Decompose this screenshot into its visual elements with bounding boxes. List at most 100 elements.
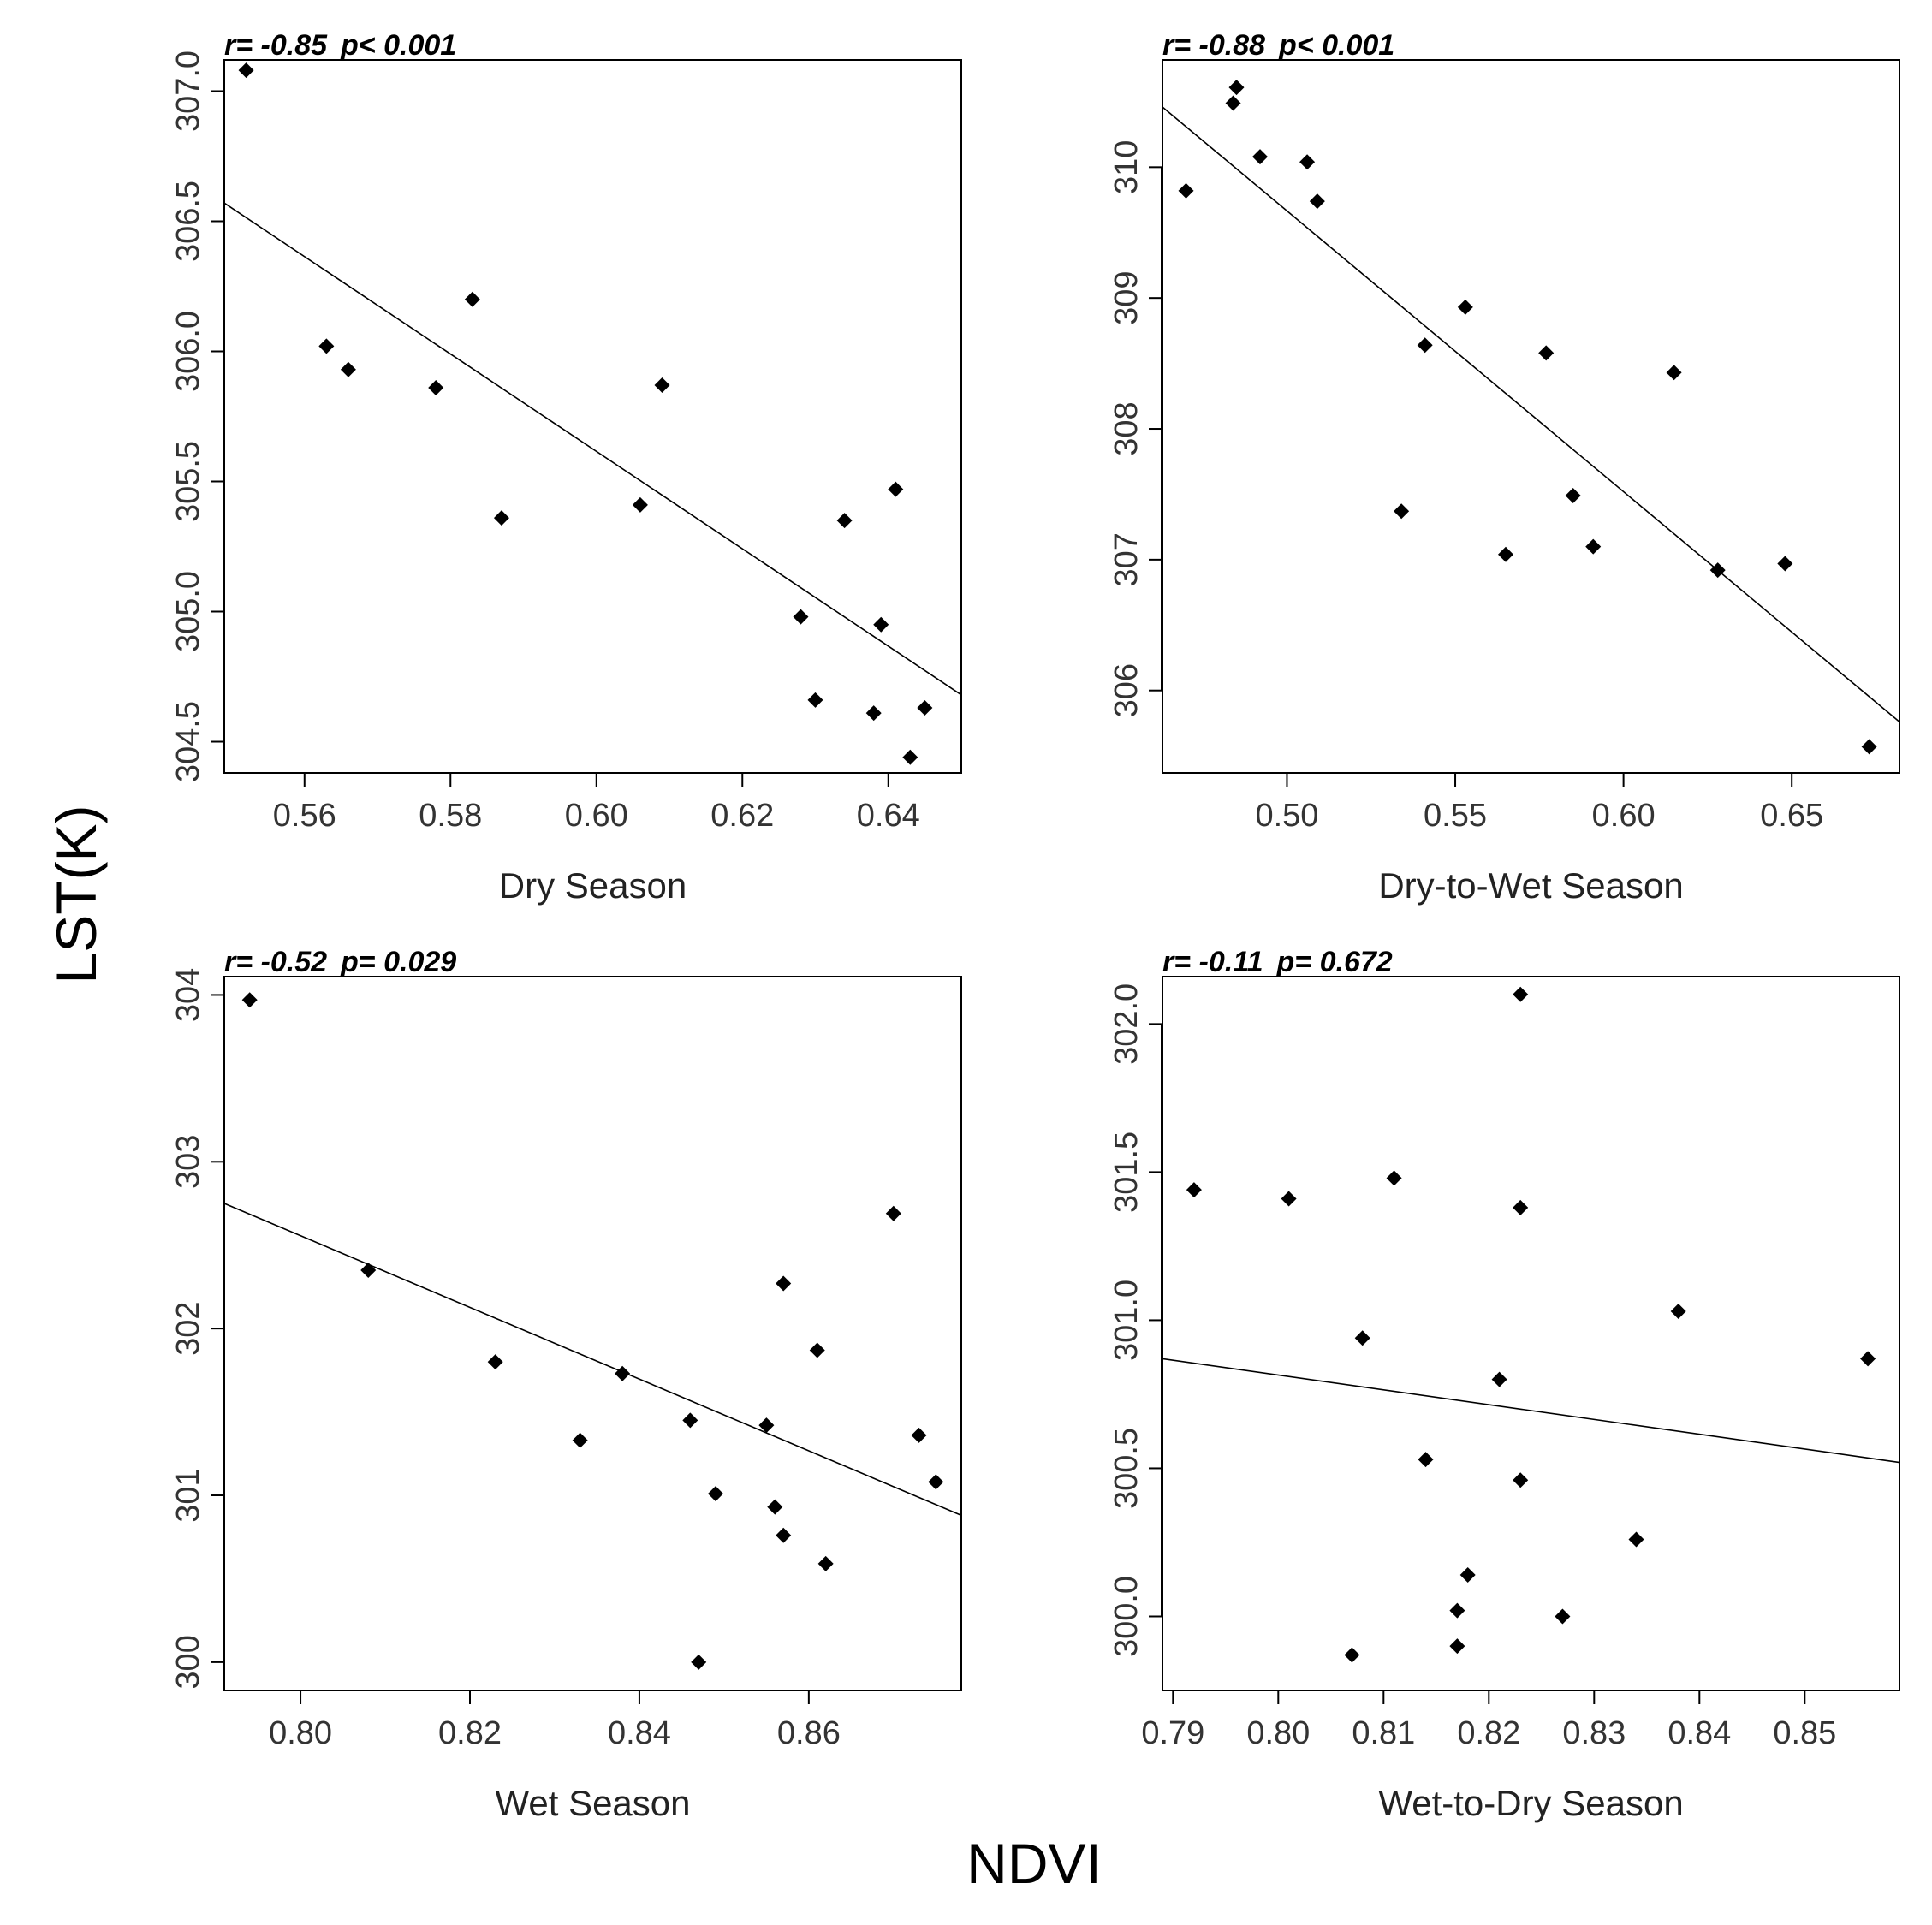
data-point [1459,1567,1476,1583]
data-point [1513,986,1529,1002]
y-tick-label: 307.0 [170,51,206,132]
data-point [1513,1472,1529,1488]
plot-frame [223,976,962,1691]
stat-p: p= 0.672 [1276,946,1393,978]
correlation-stats: r= -0.85 p< 0.001 [224,29,456,62]
y-tick-label: 304 [170,968,206,1022]
data-point [1777,556,1793,572]
regression-line [223,202,962,696]
y-tick-label: 303 [170,1135,206,1189]
y-tick-label: 301 [170,1468,206,1522]
correlation-stats: r= -0.11 p= 0.672 [1162,946,1393,978]
data-point [776,1527,792,1543]
data-point [1513,1199,1529,1215]
data-point [902,749,918,765]
x-tick-label: 0.84 [608,1715,671,1751]
data-point [873,616,889,633]
data-point [1498,546,1514,562]
data-point [1491,1371,1507,1387]
y-tick-label: 300.0 [1109,1576,1144,1657]
data-point [807,692,823,708]
data-point [691,1654,707,1670]
data-point [1394,503,1410,520]
data-point [1418,1452,1434,1468]
x-tick-label: 0.82 [1457,1715,1520,1751]
y-tick-label: 300.5 [1109,1428,1144,1509]
data-point [1449,1638,1465,1655]
regression-line [1162,1358,1900,1464]
x-tick-label: 0.56 [273,798,336,834]
stat-r: r= -0.88 [1162,29,1265,62]
y-tick-label: 306 [1109,663,1144,717]
data-point [836,513,853,529]
stat-r: r= -0.52 [224,946,327,978]
data-point [360,1262,377,1278]
y-tick-label: 301.0 [1109,1280,1144,1361]
y-tick-label: 310 [1109,140,1144,194]
y-tick-label: 304.5 [170,701,206,782]
panel-x-label: Dry-to-Wet Season [1378,865,1683,906]
stat-p: p= 0.029 [340,946,456,978]
data-point [928,1474,944,1490]
data-point [682,1412,698,1429]
data-point [1457,299,1473,315]
plot-frame [1162,976,1900,1691]
x-tick-label: 0.80 [269,1715,332,1751]
data-point [241,992,258,1008]
panel-x-label: Wet Season [495,1783,690,1823]
x-tick-label: 0.62 [710,798,774,834]
stat-r: r= -0.11 [1162,946,1263,978]
stat-r: r= -0.85 [224,29,328,62]
data-point [885,1205,901,1221]
data-point [428,380,444,396]
data-point [1449,1602,1465,1619]
data-point [615,1365,631,1381]
correlation-stats: r= -0.52 p= 0.029 [224,946,456,978]
y-tick-label: 305.0 [170,571,206,652]
regression-line [223,1203,962,1517]
x-tick-label: 0.60 [1592,798,1656,834]
data-point [1628,1531,1644,1548]
data-point [318,338,335,354]
data-point [917,699,933,716]
data-point [493,510,509,526]
data-point [654,377,670,394]
x-tick-label: 0.79 [1141,1715,1204,1751]
data-point [793,609,809,625]
x-tick-label: 0.64 [857,798,920,834]
data-point [1555,1608,1571,1625]
data-point [1344,1647,1360,1663]
data-point [1709,562,1726,579]
data-point [1860,1351,1876,1367]
data-point [1186,1182,1202,1198]
x-tick-label: 0.80 [1246,1715,1310,1751]
data-point [340,361,356,377]
y-tick-label: 308 [1109,401,1144,455]
data-point [888,481,904,497]
data-point [911,1427,927,1443]
y-tick-label: 305.5 [170,441,206,522]
data-point [1309,193,1325,210]
data-point [464,291,480,307]
panel-x-label: Dry Season [499,865,687,906]
x-tick-label: 0.84 [1667,1715,1731,1751]
data-point [1228,80,1245,96]
data-point [1417,337,1433,354]
x-tick-label: 0.83 [1562,1715,1626,1751]
data-point [1538,345,1555,361]
panel-dry-season: 0.56 0.58 0.60 0.62 0.64 304.5 305.0 305.5 306.0… [170,29,962,906]
panel-dry-to-wet-season: 0.50 0.55 0.60 0.65 306 307 308 309 310 Dry-to-We… [1109,29,1900,906]
x-tick-label: 0.65 [1760,798,1823,834]
data-point [1386,1170,1402,1186]
data-point [776,1275,792,1292]
y-tick-label: 309 [1109,270,1144,324]
y-tick-label: 302.0 [1109,983,1144,1065]
x-axis-label: NDVI [966,1832,1102,1895]
x-tick-label: 0.81 [1352,1715,1415,1751]
stat-p: p< 0.001 [340,29,456,62]
data-point [817,1555,834,1571]
data-point [1666,365,1682,381]
data-point [758,1417,775,1434]
panel-wet-to-dry-season: 0.79 0.80 0.81 0.82 0.83 0.84 0.85 300.0 300.5 30… [1109,946,1900,1823]
stat-p: p< 0.001 [1278,29,1394,62]
